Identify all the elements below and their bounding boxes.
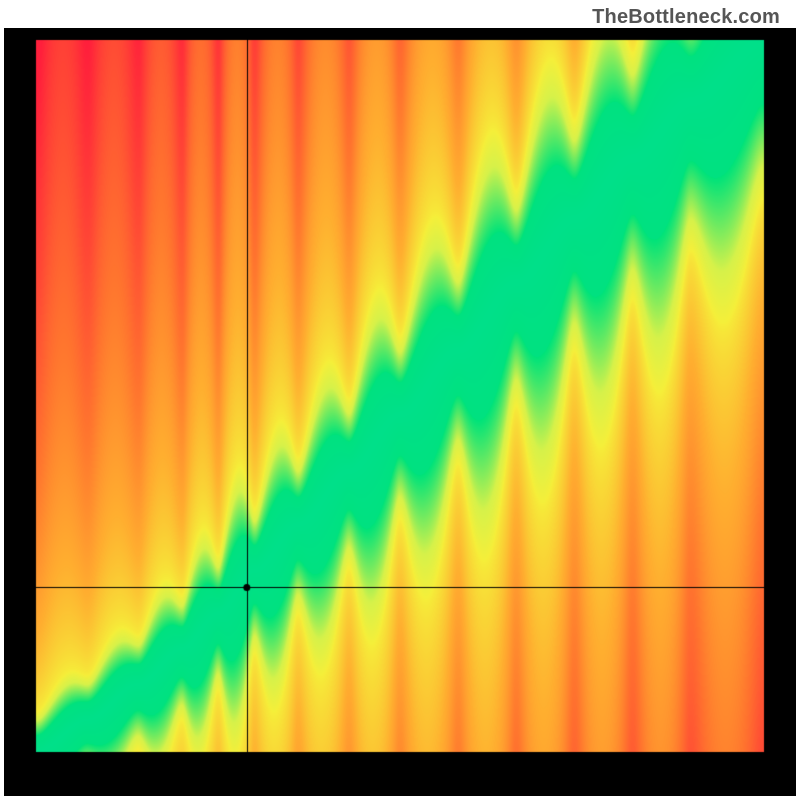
heatmap-plot — [4, 28, 796, 796]
watermark-source: TheBottleneck.com — [592, 6, 780, 29]
heatmap-canvas — [4, 28, 796, 796]
